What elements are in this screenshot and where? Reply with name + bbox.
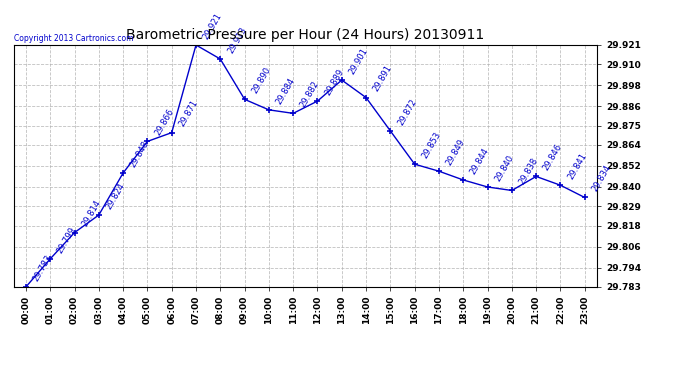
Text: Copyright 2013 Cartronics.com: Copyright 2013 Cartronics.com xyxy=(14,34,133,43)
Text: 29.824: 29.824 xyxy=(104,181,127,211)
Text: 29.844: 29.844 xyxy=(469,146,491,176)
Text: 29.913: 29.913 xyxy=(226,25,248,55)
Text: 29.814: 29.814 xyxy=(80,199,102,228)
Text: 29.848: 29.848 xyxy=(128,139,151,169)
Text: 29.882: 29.882 xyxy=(299,80,321,109)
Text: 29.901: 29.901 xyxy=(347,46,370,76)
Text: 29.846: 29.846 xyxy=(542,142,564,172)
Text: 29.871: 29.871 xyxy=(177,99,199,129)
Text: Pressure  (Inches/Hg): Pressure (Inches/Hg) xyxy=(437,62,550,70)
Text: 29.884: 29.884 xyxy=(275,76,297,106)
Text: 29.890: 29.890 xyxy=(250,66,273,95)
Text: 29.834: 29.834 xyxy=(590,164,613,194)
Text: 29.849: 29.849 xyxy=(444,137,467,167)
Text: 29.838: 29.838 xyxy=(518,156,540,186)
Title: Barometric Pressure per Hour (24 Hours) 20130911: Barometric Pressure per Hour (24 Hours) … xyxy=(126,28,484,42)
Text: 29.889: 29.889 xyxy=(323,67,346,97)
Text: 29.872: 29.872 xyxy=(396,97,418,127)
Text: 29.853: 29.853 xyxy=(420,130,442,160)
Text: 29.921: 29.921 xyxy=(201,11,224,41)
Text: 29.840: 29.840 xyxy=(493,153,515,183)
Text: 29.891: 29.891 xyxy=(372,64,394,93)
Text: 29.866: 29.866 xyxy=(153,107,175,137)
Text: 29.783: 29.783 xyxy=(32,253,54,283)
Text: 29.799: 29.799 xyxy=(56,225,78,255)
Text: 29.841: 29.841 xyxy=(566,152,589,181)
